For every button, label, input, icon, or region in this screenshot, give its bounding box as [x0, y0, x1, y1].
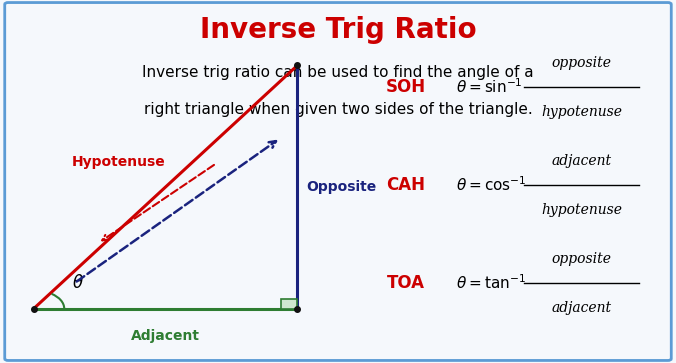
- Text: opposite: opposite: [552, 252, 611, 266]
- Bar: [281, 299, 297, 309]
- Text: Inverse trig ratio can be used to find the angle of a: Inverse trig ratio can be used to find t…: [142, 65, 534, 80]
- Text: CAH: CAH: [386, 176, 425, 194]
- Text: $\theta$: $\theta$: [72, 274, 84, 292]
- Text: adjacent: adjacent: [552, 301, 611, 315]
- Text: hypotenuse: hypotenuse: [541, 105, 622, 119]
- Text: opposite: opposite: [552, 56, 611, 70]
- Text: hypotenuse: hypotenuse: [541, 203, 622, 217]
- Text: Opposite: Opposite: [306, 180, 377, 194]
- Text: Hypotenuse: Hypotenuse: [72, 155, 165, 168]
- Text: right triangle when given two sides of the triangle.: right triangle when given two sides of t…: [143, 102, 533, 117]
- Text: TOA: TOA: [387, 274, 425, 292]
- Text: adjacent: adjacent: [552, 154, 611, 168]
- Text: SOH: SOH: [385, 78, 426, 96]
- Text: Adjacent: Adjacent: [131, 329, 200, 343]
- Text: $\theta = \cos^{-1}$: $\theta = \cos^{-1}$: [456, 176, 527, 195]
- Text: Inverse Trig Ratio: Inverse Trig Ratio: [199, 16, 477, 44]
- Text: $\theta = \tan^{-1}$: $\theta = \tan^{-1}$: [456, 274, 526, 293]
- Text: $\theta = \sin^{-1}$: $\theta = \sin^{-1}$: [456, 78, 523, 97]
